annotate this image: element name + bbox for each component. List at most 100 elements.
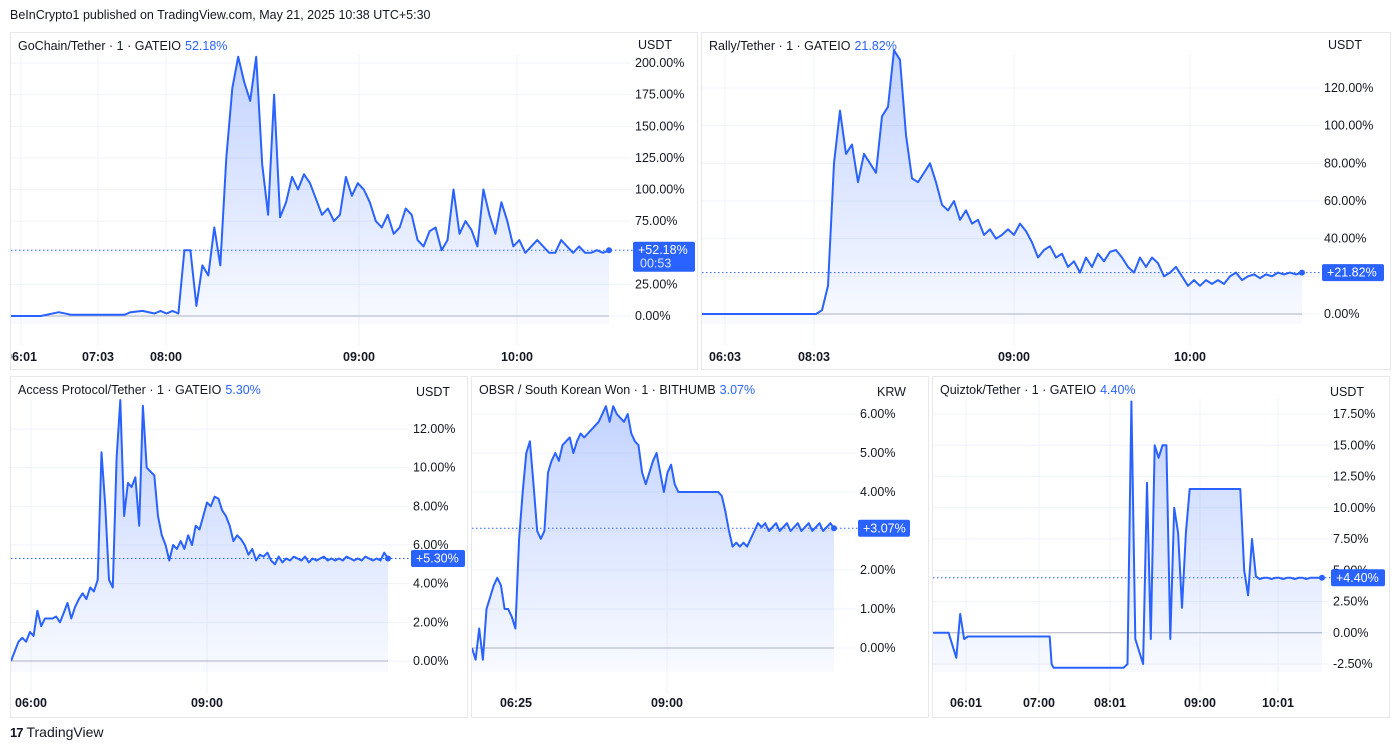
last-point <box>1299 269 1305 276</box>
y-tick-label: 0.00% <box>413 654 448 668</box>
countdown-label: 00:53 <box>640 257 671 271</box>
y-tick-label: 80.00% <box>1324 156 1366 170</box>
last-price-label: +52.18% <box>638 243 688 257</box>
y-tick-label: 10.00% <box>1333 501 1375 515</box>
x-tick-label: 06:01 <box>950 696 982 710</box>
series-area <box>472 406 834 672</box>
symbol-name: Access Protocol/Tether · 1 · GATEIO <box>18 383 222 397</box>
publish-info: BeInCrypto1 published on TradingView.com… <box>10 8 431 22</box>
x-tick-label: 10:00 <box>1174 350 1206 364</box>
y-tick-label: 15.00% <box>1333 438 1375 452</box>
footer-brand: 17 TradingView <box>10 724 104 740</box>
last-price-label: +4.40% <box>1336 571 1379 585</box>
series-area <box>933 401 1322 672</box>
chart-panel-rally: 120.00%100.00%80.00%60.00%40.00%20.00%0.… <box>701 32 1391 370</box>
currency-label: USDT <box>416 380 451 404</box>
chart-panel-gochain: 200.00% 175.00% 150.00% 125.00% 100.00% 75.00… <box>10 32 698 370</box>
currency-label: USDT <box>638 33 673 57</box>
y-tick-label: -2.50% <box>1333 657 1373 671</box>
last-price-badge <box>1331 569 1385 587</box>
chart-title: Rally/Tether · 1 · GATEIO 21.82% <box>709 39 897 53</box>
last-price-label: +5.30% <box>416 552 459 566</box>
last-point <box>606 247 612 254</box>
y-tick-label: 6.00% <box>413 538 448 552</box>
chart-panel-obsr: 6.00%5.00%4.00%3.00%2.00%1.00%0.00%06:25… <box>471 376 929 718</box>
chart-svg: 17.50%15.00%12.50%10.00%7.50%5.00%2.50%0… <box>933 399 1385 710</box>
y-tick-label: 8.00% <box>413 499 448 513</box>
y-tick-label: 0.00% <box>635 309 670 323</box>
currency-label: USDT <box>1330 380 1365 404</box>
series-line <box>702 49 1303 315</box>
y-tick-label: 150.00% <box>635 119 684 133</box>
symbol-name: Quiztok/Tether · 1 · GATEIO <box>940 383 1097 397</box>
symbol-name: GoChain/Tether · 1 · GATEIO <box>18 39 182 53</box>
x-tick-label: 09:00 <box>1184 696 1216 710</box>
change-value: 5.30% <box>225 383 261 397</box>
x-tick-label: 07:00 <box>1023 696 1055 710</box>
x-tick-label: 08:03 <box>798 350 830 364</box>
y-tick-label: 40.00% <box>1324 232 1366 246</box>
x-tick-label: 09:00 <box>651 696 683 710</box>
chart-panel-quiztok: 17.50%15.00%12.50%10.00%7.50%5.00%2.50%0… <box>932 376 1390 718</box>
series-area <box>11 400 388 672</box>
x-tick-label: 09:00 <box>998 350 1030 364</box>
y-tick-label: 0.00% <box>1333 626 1368 640</box>
last-price-badge <box>1322 264 1384 282</box>
y-tick-label: 10.00% <box>413 461 455 475</box>
brand-name: TradingView <box>26 724 104 740</box>
y-tick-label: 1.00% <box>860 602 895 616</box>
y-tick-label: 100.00% <box>635 183 684 197</box>
y-tick-label: 7.50% <box>1333 532 1368 546</box>
x-tick-label: 06:03 <box>709 350 741 364</box>
chart-title: GoChain/Tether · 1 · GATEIO 52.18% <box>18 39 227 53</box>
symbol-name: OBSR / South Korean Won · 1 · BITHUMB <box>479 383 716 397</box>
x-tick-label: 09:00 <box>191 696 223 710</box>
x-tick-label: 09:00 <box>343 350 375 364</box>
y-tick-label: 2.00% <box>413 615 448 629</box>
y-tick-label: 12.00% <box>413 422 455 436</box>
last-point <box>385 555 391 562</box>
y-tick-label: 100.00% <box>1324 119 1373 133</box>
last-price-label: +21.82% <box>1327 266 1377 280</box>
y-tick-label: 60.00% <box>1324 194 1366 208</box>
currency-label: KRW <box>877 380 906 404</box>
chart-title: Access Protocol/Tether · 1 · GATEIO 5.30% <box>18 383 261 397</box>
series-line <box>472 405 835 661</box>
y-tick-label: 175.00% <box>635 88 684 102</box>
chart-svg: 12.00% 10.00% 8.00% 6.00% 4.00% 2.00% 0.00% 06:… <box>11 399 465 710</box>
series-line <box>11 55 610 317</box>
chart-title: OBSR / South Korean Won · 1 · BITHUMB 3.0… <box>479 383 755 397</box>
last-point <box>831 525 837 532</box>
y-tick-label: 125.00% <box>635 151 684 165</box>
y-tick-label: 25.00% <box>635 277 677 291</box>
y-tick-label: 2.50% <box>1333 595 1368 609</box>
y-tick-label: 120.00% <box>1324 81 1373 95</box>
change-value: 21.82% <box>854 39 897 53</box>
x-tick-label: 08:00 <box>150 350 182 364</box>
last-price-badge <box>633 241 695 272</box>
y-tick-label: 5.00% <box>860 446 895 460</box>
chart-title: Quiztok/Tether · 1 · GATEIO 4.40% <box>940 383 1136 397</box>
y-tick-label: 12.50% <box>1333 470 1375 484</box>
x-tick-label: 06:00 <box>15 696 47 710</box>
x-tick-label: 08:01 <box>1094 696 1126 710</box>
x-tick-label: 06:25 <box>500 696 532 710</box>
change-value: 52.18% <box>185 39 228 53</box>
chart-panel-access-protocol: 12.00% 10.00% 8.00% 6.00% 4.00% 2.00% 0.00% 06:… <box>10 376 468 718</box>
symbol-name: Rally/Tether · 1 · GATEIO <box>709 39 851 53</box>
tradingview-logo-icon: 17 <box>10 724 24 740</box>
x-tick-label: 10:00 <box>501 350 533 364</box>
last-price-badge <box>858 519 910 537</box>
last-price-label: +3.07% <box>863 521 906 535</box>
y-tick-label: 17.50% <box>1333 407 1375 421</box>
last-price-badge <box>411 550 465 568</box>
x-tick-label: 06:01 <box>11 350 37 364</box>
chart-svg: 6.00%5.00%4.00%3.00%2.00%1.00%0.00%06:25… <box>472 399 910 710</box>
currency-label: USDT <box>1328 33 1363 57</box>
y-tick-label: 0.00% <box>1324 307 1359 321</box>
y-tick-label: 2.00% <box>860 563 895 577</box>
series-line <box>11 399 389 662</box>
y-tick-label: 200.00% <box>635 56 684 70</box>
last-point <box>1319 574 1325 581</box>
x-tick-label: 10:01 <box>1262 696 1294 710</box>
